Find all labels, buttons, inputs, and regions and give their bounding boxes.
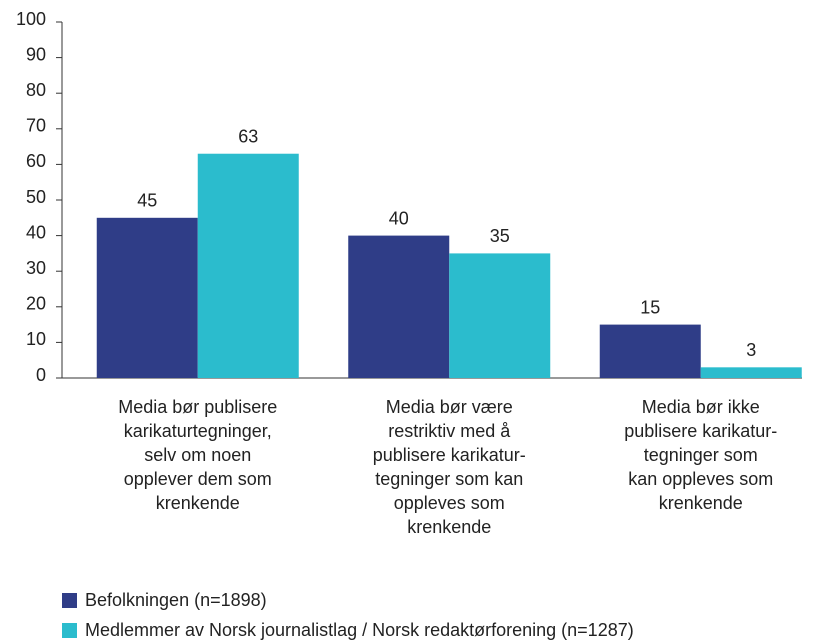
bar <box>449 253 551 378</box>
x-tick-label: tegninger som <box>644 445 758 465</box>
x-tick-label: oppleves som <box>394 493 505 513</box>
y-tick-label: 70 <box>26 116 46 136</box>
value-label: 45 <box>137 191 157 211</box>
x-tick-label: krenkende <box>407 517 491 537</box>
y-tick-label: 80 <box>26 80 46 100</box>
x-tick-label: krenkende <box>156 493 240 513</box>
y-tick-label: 10 <box>26 329 46 349</box>
bar <box>348 235 450 378</box>
x-tick-label: opplever dem som <box>124 469 272 489</box>
bar <box>599 324 701 378</box>
value-label: 35 <box>490 226 510 246</box>
y-tick-label: 50 <box>26 187 46 207</box>
x-tick-label: publisere karikatur- <box>373 445 526 465</box>
x-tick-label: Media bør publisere <box>118 397 277 417</box>
legend-label: Befolkningen (n=1898) <box>85 590 267 610</box>
x-tick-label: tegninger som kan <box>375 469 523 489</box>
y-tick-label: 90 <box>26 44 46 64</box>
legend-swatch <box>62 593 77 608</box>
value-label: 3 <box>746 340 756 360</box>
legend-label: Medlemmer av Norsk journalistlag / Norsk… <box>85 620 634 640</box>
x-tick-label: restriktiv med å <box>388 421 511 441</box>
x-tick-label: publisere karikatur- <box>624 421 777 441</box>
bar <box>96 217 198 378</box>
y-tick-label: 40 <box>26 222 46 242</box>
y-tick-label: 20 <box>26 294 46 314</box>
x-tick-label: karikaturtegninger, <box>124 421 272 441</box>
bar <box>197 153 299 378</box>
x-tick-label: Media bør ikke <box>642 397 760 417</box>
y-tick-label: 0 <box>36 365 46 385</box>
x-tick-label: selv om noen <box>144 445 251 465</box>
y-tick-label: 30 <box>26 258 46 278</box>
value-label: 40 <box>389 208 409 228</box>
bar <box>700 367 802 378</box>
x-tick-label: kan oppleves som <box>628 469 773 489</box>
value-label: 63 <box>238 126 258 146</box>
x-tick-label: krenkende <box>659 493 743 513</box>
legend-swatch <box>62 623 77 638</box>
y-tick-label: 100 <box>16 9 46 29</box>
value-label: 15 <box>640 297 660 317</box>
x-tick-label: Media bør være <box>386 397 513 417</box>
y-tick-label: 60 <box>26 151 46 171</box>
